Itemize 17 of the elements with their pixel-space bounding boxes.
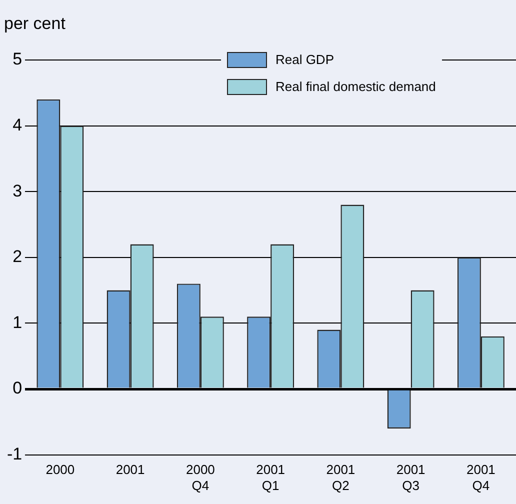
y-tick-label: 5 [12,50,22,69]
y-tick-label: 0 [12,378,22,398]
x-tick-label: 2000 Q4 [186,462,215,493]
x-tick-label: 2001 Q3 [396,462,426,493]
x-tick-label: 2001 Q4 [466,462,496,493]
y-tick-label: 3 [12,181,22,200]
x-tick-label: 2000 [46,462,75,478]
x-tick-label: 2001 [116,462,145,478]
y-tick-label: -1 [6,444,22,464]
y-tick-label: 2 [12,247,22,266]
x-tick-label: 2001 Q1 [256,462,286,493]
x-tick-label: 2001 Q2 [326,462,356,493]
legend-label: Real final domestic demand [275,79,436,94]
y-tick-label: 1 [12,312,22,332]
legend-label: Real GDP [275,52,334,67]
y-tick-label: 4 [12,115,22,134]
y-axis-title: per cent [4,14,66,34]
